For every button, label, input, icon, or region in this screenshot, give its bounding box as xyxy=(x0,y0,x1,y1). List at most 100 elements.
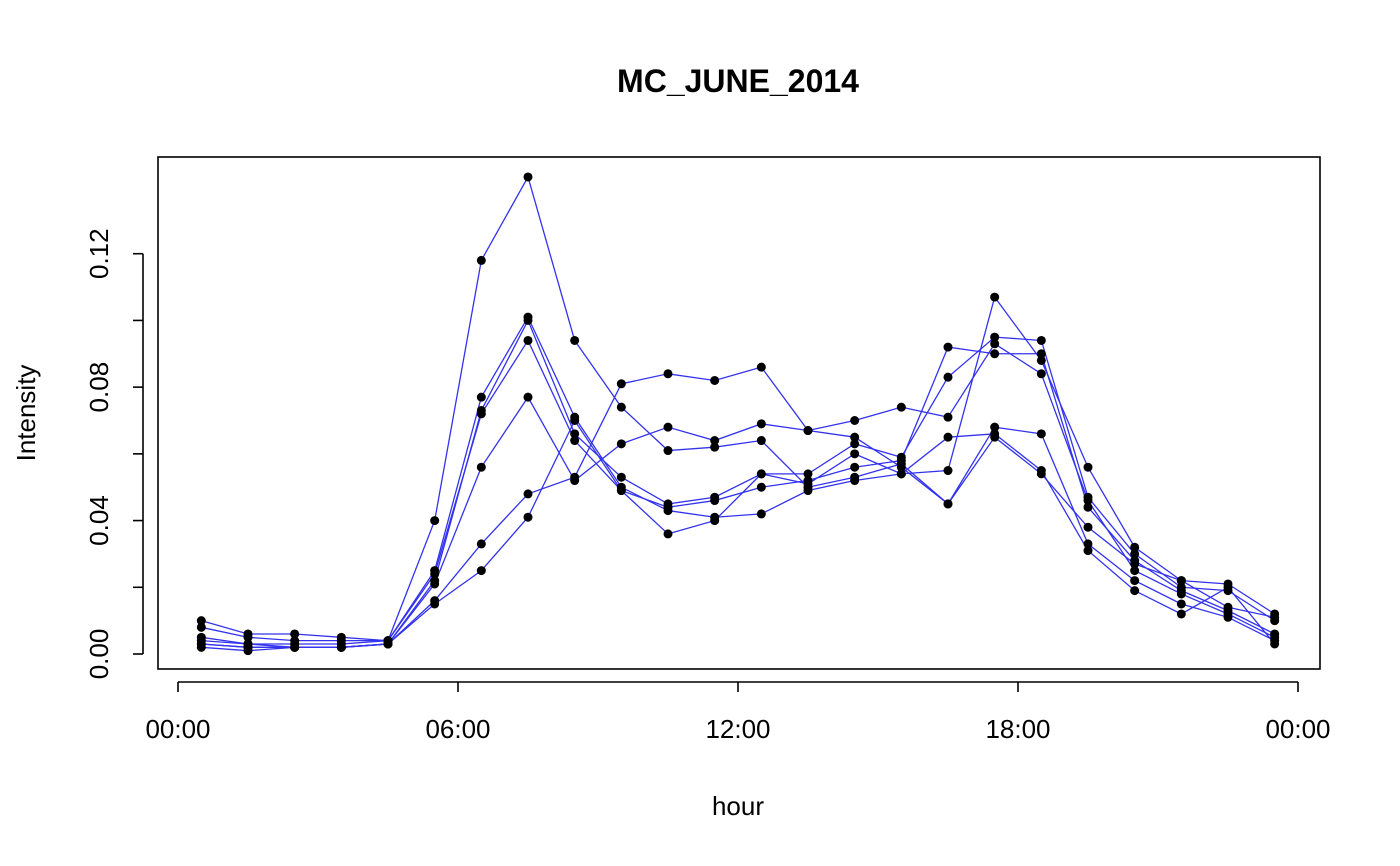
chart-title: MC_JUNE_2014 xyxy=(617,63,859,99)
data-point xyxy=(1223,582,1233,592)
data-point xyxy=(850,449,860,459)
data-point xyxy=(710,516,720,526)
data-point xyxy=(990,349,1000,359)
data-point xyxy=(570,472,580,482)
data-point xyxy=(943,412,953,422)
data-point xyxy=(616,472,626,482)
data-point xyxy=(1036,355,1046,365)
data-point xyxy=(850,462,860,472)
data-point xyxy=(1176,589,1186,599)
data-point xyxy=(990,332,1000,342)
data-point xyxy=(803,479,813,489)
data-point xyxy=(803,486,813,496)
data-point xyxy=(896,402,906,412)
data-point xyxy=(1270,616,1280,626)
data-point xyxy=(476,462,486,472)
data-point xyxy=(523,512,533,522)
data-point xyxy=(1130,566,1140,576)
y-tick-label: 0.04 xyxy=(84,495,114,546)
data-point xyxy=(663,422,673,432)
series-line-4 xyxy=(201,339,1275,645)
data-point xyxy=(1176,609,1186,619)
data-point xyxy=(1223,612,1233,622)
series-lines xyxy=(201,175,1276,652)
data-point xyxy=(1036,466,1046,476)
x-tick-label: 12:00 xyxy=(705,714,770,744)
data-point xyxy=(430,516,440,526)
data-point xyxy=(756,509,766,519)
data-point xyxy=(1270,639,1280,649)
data-point xyxy=(710,436,720,446)
data-point xyxy=(663,502,673,512)
data-point xyxy=(1130,586,1140,596)
data-point xyxy=(1130,542,1140,552)
data-point xyxy=(1083,522,1093,532)
series-line-6 xyxy=(201,366,1275,648)
data-point xyxy=(663,446,673,456)
data-point xyxy=(616,379,626,389)
data-point xyxy=(570,416,580,425)
x-axis-label: hour xyxy=(712,791,764,821)
data-point xyxy=(430,569,440,579)
data-point xyxy=(523,489,533,499)
data-point xyxy=(1083,496,1093,506)
x-tick-label: 00:00 xyxy=(145,714,210,744)
data-point xyxy=(570,335,580,345)
data-point xyxy=(803,426,813,436)
data-point xyxy=(476,409,486,419)
data-point xyxy=(850,432,860,442)
data-point xyxy=(290,642,300,652)
data-point xyxy=(943,372,953,382)
data-point xyxy=(1130,556,1140,566)
data-point xyxy=(196,616,206,626)
data-point xyxy=(476,392,486,402)
data-point xyxy=(523,315,533,325)
data-point xyxy=(1036,369,1046,379)
data-point xyxy=(1083,539,1093,549)
data-point xyxy=(476,255,486,265)
data-point xyxy=(756,436,766,446)
y-tick-label: 0.12 xyxy=(84,228,114,279)
y-axis-label: Intensity xyxy=(11,365,41,462)
data-point xyxy=(943,466,953,476)
data-point xyxy=(383,639,393,649)
data-point xyxy=(990,422,1000,432)
data-point xyxy=(1083,502,1093,512)
data-point xyxy=(990,292,1000,302)
data-point xyxy=(850,439,860,449)
data-point xyxy=(896,456,906,466)
data-point xyxy=(850,416,860,425)
data-point xyxy=(243,646,253,656)
series-line-5 xyxy=(201,342,1275,648)
y-tick-label: 0.00 xyxy=(84,629,114,680)
data-point xyxy=(1176,599,1186,609)
data-point xyxy=(710,496,720,506)
data-point xyxy=(290,629,300,639)
data-point xyxy=(663,369,673,379)
data-point xyxy=(1083,462,1093,472)
data-point xyxy=(990,429,1000,439)
data-point xyxy=(1130,549,1140,559)
data-point xyxy=(570,429,580,439)
data-point xyxy=(523,392,533,402)
data-point xyxy=(710,375,720,385)
x-tick-label: 06:00 xyxy=(425,714,490,744)
data-point xyxy=(336,642,346,652)
data-point xyxy=(1176,576,1186,586)
data-point xyxy=(943,342,953,352)
data-point xyxy=(570,436,580,446)
data-point xyxy=(803,469,813,479)
x-tick-label: 00:00 xyxy=(1265,714,1330,744)
y-axis: 0.00 0.04 0.08 0.12 xyxy=(84,228,144,680)
data-point xyxy=(896,469,906,479)
data-point xyxy=(943,432,953,442)
data-point xyxy=(1036,429,1046,439)
data-point xyxy=(710,442,720,452)
data-point xyxy=(1036,349,1046,359)
data-point xyxy=(476,566,486,576)
data-point xyxy=(1083,546,1093,556)
data-point xyxy=(990,339,1000,349)
data-point xyxy=(1036,335,1046,345)
x-axis: 00:00 06:00 12:00 18:00 00:00 xyxy=(145,681,1331,744)
series-line-7 xyxy=(201,419,1276,652)
